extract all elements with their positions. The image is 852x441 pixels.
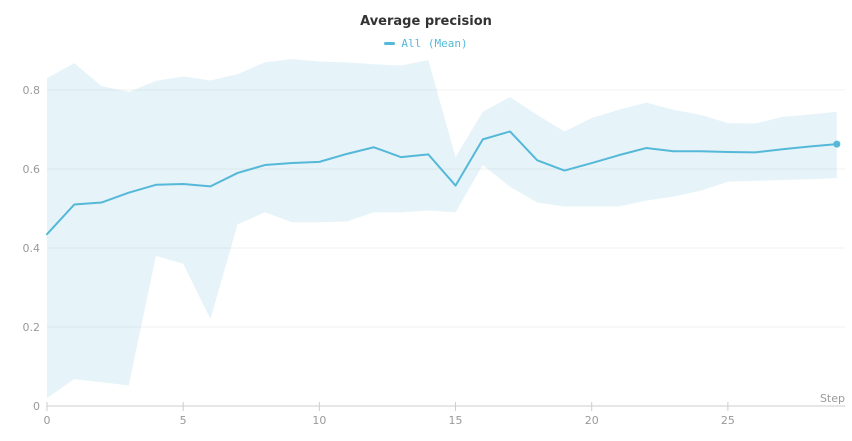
chart-title: Average precision	[360, 14, 492, 29]
x-tick-label: 15	[449, 414, 463, 427]
x-tick-label: 25	[721, 414, 735, 427]
mean-line	[46, 130, 838, 236]
chart-header: Average precision All (Mean)	[0, 14, 852, 50]
y-tick-label: 0.6	[23, 163, 41, 176]
last-point-marker	[833, 140, 841, 148]
x-tick-label: 0	[44, 414, 51, 427]
x-tick-label: 10	[312, 414, 326, 427]
x-tick-label: 20	[585, 414, 599, 427]
y-tick-label: 0.2	[23, 321, 41, 334]
x-tick-label: 5	[180, 414, 187, 427]
chart-legend[interactable]: All (Mean)	[384, 36, 468, 50]
minmax-band	[47, 59, 837, 399]
legend-line-swatch	[384, 41, 396, 45]
legend-label: All (Mean)	[401, 36, 468, 50]
y-tick-label: 0	[33, 400, 40, 413]
x-axis-title: Step	[820, 392, 845, 405]
y-tick-label: 0.4	[23, 242, 41, 255]
y-tick-label: 0.8	[23, 84, 41, 97]
